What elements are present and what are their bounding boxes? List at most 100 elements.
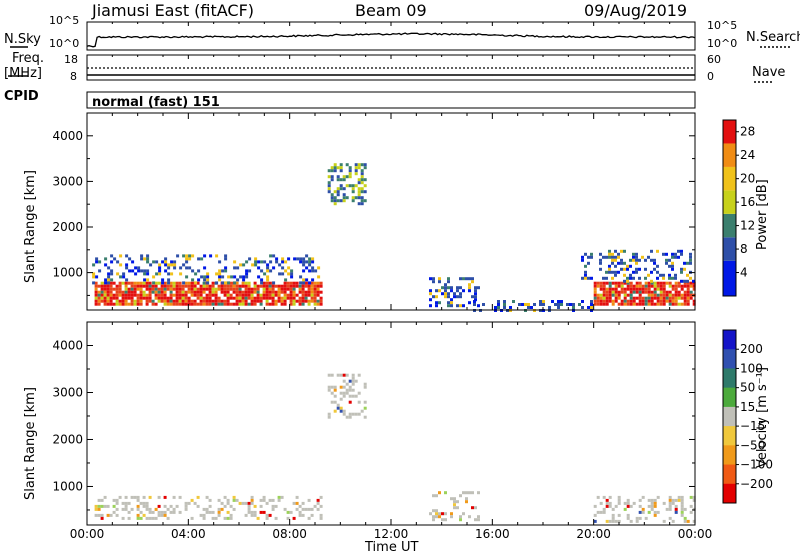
velocity-pixel bbox=[289, 510, 293, 514]
velocity-pixel bbox=[262, 495, 266, 499]
power-pixel bbox=[271, 296, 275, 300]
power-pixel bbox=[632, 252, 635, 256]
velocity-pixel bbox=[647, 510, 651, 514]
power-pixel bbox=[286, 293, 290, 297]
power-pixel bbox=[283, 296, 287, 300]
power-pixel bbox=[271, 293, 275, 297]
power-pixel bbox=[351, 187, 355, 191]
power-pixel bbox=[221, 281, 225, 285]
power-pixel bbox=[665, 296, 669, 300]
power-pixel bbox=[668, 276, 671, 280]
velocity-pixel bbox=[115, 507, 119, 511]
power-pixel bbox=[139, 293, 143, 297]
nsky-label: N.Sky bbox=[4, 32, 41, 47]
power-pixel bbox=[307, 284, 311, 288]
power-pixel bbox=[94, 299, 98, 303]
power-pixel bbox=[136, 284, 140, 288]
power-pixel bbox=[617, 296, 621, 300]
power-colorbar-segment bbox=[723, 120, 736, 144]
power-pixel bbox=[360, 178, 364, 182]
power-pixel bbox=[447, 286, 450, 290]
power-pixel bbox=[468, 289, 471, 293]
power-pixel bbox=[542, 300, 545, 303]
power-pixel bbox=[671, 284, 675, 288]
power-pixel bbox=[187, 281, 191, 285]
power-pixel bbox=[683, 279, 686, 283]
power-pixel bbox=[662, 293, 666, 297]
power-pixel bbox=[459, 277, 462, 281]
power-pixel bbox=[238, 299, 242, 303]
power-pixel bbox=[268, 290, 272, 294]
power-pixel bbox=[686, 279, 689, 283]
power-pixel bbox=[665, 258, 668, 262]
power-pixel bbox=[641, 302, 645, 306]
power-pixel bbox=[118, 290, 122, 294]
velocity-pixel bbox=[118, 495, 122, 499]
velocity-pixel bbox=[683, 507, 687, 511]
power-pixel bbox=[671, 296, 675, 300]
velocity-pixel bbox=[477, 515, 480, 519]
power-pixel bbox=[339, 199, 343, 203]
velocity-pixel bbox=[226, 510, 230, 514]
freq-left-tick-bottom: 8 bbox=[70, 70, 77, 83]
power-pixel bbox=[262, 287, 266, 291]
power-pixel bbox=[301, 293, 305, 297]
power-pixel bbox=[316, 302, 320, 306]
velocity-pixel bbox=[327, 373, 331, 377]
power-pixel bbox=[623, 273, 626, 277]
power-pixel bbox=[447, 280, 450, 284]
power-pixel bbox=[608, 252, 611, 256]
power-pixel bbox=[220, 290, 224, 294]
velocity-pixel bbox=[103, 504, 107, 508]
power-pixel bbox=[247, 290, 251, 294]
velocity-pixel bbox=[301, 507, 305, 511]
power-pixel bbox=[202, 296, 206, 300]
velocity-pixel bbox=[596, 495, 600, 499]
velocity-pixel bbox=[453, 500, 456, 504]
power-pixel bbox=[680, 249, 683, 253]
velocity-pixel bbox=[148, 507, 152, 511]
power-pixel bbox=[354, 196, 358, 200]
velocity-pixel bbox=[641, 507, 645, 511]
power-pixel bbox=[127, 287, 131, 291]
power-pixel bbox=[623, 302, 627, 306]
power-pixel bbox=[197, 269, 201, 273]
power-pixel bbox=[308, 263, 312, 267]
velocity-colorbar-tick-label: −15 bbox=[740, 419, 765, 433]
power-pixel bbox=[668, 296, 672, 300]
power-pixel bbox=[109, 299, 113, 303]
power-pixel bbox=[301, 287, 305, 291]
power-pixel bbox=[336, 187, 340, 191]
power-pixel bbox=[167, 266, 171, 270]
power-pixel bbox=[462, 277, 465, 281]
power-pixel bbox=[635, 258, 638, 262]
velocity-pixel bbox=[348, 394, 352, 398]
velocity-pixel bbox=[247, 507, 251, 511]
power-pixel bbox=[172, 299, 176, 303]
velocity-pixel bbox=[477, 518, 480, 522]
velocity-pixel bbox=[444, 518, 447, 522]
power-pixel bbox=[617, 302, 621, 306]
velocity-ytick-label: 1000 bbox=[52, 479, 83, 493]
velocity-pixel bbox=[680, 504, 684, 508]
freq-unit-label: [MHz] bbox=[4, 66, 42, 81]
power-pixel bbox=[650, 258, 653, 262]
power-pixel bbox=[260, 260, 264, 264]
velocity-pixel bbox=[593, 519, 597, 523]
power-pixel bbox=[148, 287, 152, 291]
velocity-pixel bbox=[668, 504, 672, 508]
power-pixel bbox=[158, 263, 162, 267]
power-pixel bbox=[599, 252, 602, 256]
power-pixel bbox=[154, 284, 158, 288]
power-pixel bbox=[283, 293, 287, 297]
velocity-pixel bbox=[130, 507, 134, 511]
power-pixel bbox=[290, 272, 294, 276]
velocity-pixel bbox=[647, 498, 651, 502]
power-pixel bbox=[299, 257, 303, 261]
velocity-pixel bbox=[310, 513, 314, 517]
power-pixel bbox=[218, 278, 222, 282]
velocity-pixel bbox=[127, 510, 131, 514]
velocity-pixel bbox=[97, 504, 101, 508]
velocity-pixel bbox=[106, 513, 110, 517]
power-pixel bbox=[680, 279, 683, 283]
